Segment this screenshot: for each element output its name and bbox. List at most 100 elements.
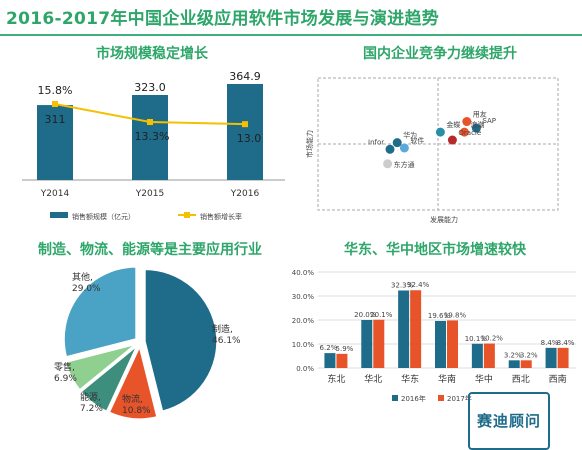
x-tick-label: Y2015	[135, 189, 164, 199]
pie-slice	[63, 266, 137, 358]
pie-slice	[80, 345, 138, 413]
slice-label: 零售, 6.9%	[54, 361, 77, 384]
legend-swatch	[392, 395, 398, 401]
y-axis-label: 市场能力	[305, 130, 314, 158]
watermark-logo: 赛迪顾问	[468, 392, 550, 450]
competitor-point	[471, 123, 481, 133]
bar	[508, 360, 520, 368]
x-tick-label: 华北	[364, 373, 382, 385]
bar	[520, 360, 532, 368]
competitor-point	[447, 135, 457, 145]
line-point	[242, 121, 248, 128]
competitor-label: Oracle	[458, 129, 481, 137]
legend-label: 2017年	[447, 394, 472, 403]
bar-value-label: 3.2%	[504, 351, 522, 359]
bar-value-label: 20.1%	[370, 311, 393, 319]
x-tick-label: Y2014	[40, 189, 70, 199]
bar	[373, 319, 385, 368]
bar	[336, 353, 348, 368]
bar-value-label: 6.2%	[320, 344, 338, 352]
competitor-label: 华为	[403, 131, 417, 140]
bar-value-label: 32.4%	[407, 281, 430, 289]
x-tick-label: 华南	[438, 373, 456, 385]
competitor-point	[459, 127, 469, 137]
bar-value-label: 19.6%	[428, 312, 451, 320]
chart-title: 市场规模稳定增长	[96, 45, 209, 62]
legend-label-line: 销售额增长率	[200, 212, 242, 221]
competitor-point	[383, 159, 393, 169]
y-tick-label: 0.0%	[296, 365, 314, 373]
bar	[398, 290, 410, 368]
bar-value-label: 10.1%	[465, 335, 488, 343]
y-tick-label: 30.0%	[292, 293, 315, 301]
bar-value-label: 364.9	[229, 70, 261, 83]
legend-label: 2016年	[401, 394, 426, 403]
bar	[37, 105, 73, 180]
bar	[483, 343, 495, 368]
bar	[435, 320, 446, 368]
page-title: 2016-2017年中国企业级应用软件市场发展与演进趋势	[6, 9, 440, 29]
legend-swatch-bars	[50, 212, 68, 218]
slice-label: 能源, 7.2%	[80, 391, 103, 414]
bar-value-label: 20.0%	[354, 311, 377, 319]
x-tick-label: 东北	[327, 373, 345, 385]
bar-value-label: 32.3%	[391, 281, 414, 289]
legend-label-bars: 销售额规模（亿元）	[72, 212, 135, 221]
line-value-label: 15.8%	[38, 84, 73, 97]
line-value-label: 13.3%	[135, 130, 170, 143]
bar	[471, 343, 483, 368]
x-tick-label: 华东	[401, 373, 419, 385]
line-point	[52, 101, 58, 107]
chart-title: 制造、物流、能源等是主要应用行业	[38, 241, 262, 258]
x-axis-label: 发展能力	[430, 215, 458, 224]
legend-swatch	[438, 395, 444, 401]
slice-label: 其他, 29.0%	[72, 271, 101, 294]
bar-inner-label: 311	[45, 113, 66, 126]
bar-value-label: 3.2%	[520, 351, 538, 359]
chart-title: 国内企业竞争力继续提升	[363, 45, 517, 62]
bar	[557, 347, 569, 368]
bar	[410, 290, 422, 368]
bar-value-label: 323.0	[134, 81, 166, 94]
y-tick-label: 20.0%	[292, 317, 315, 325]
market-size-chart: 市场规模稳定增长 Y2014 311 Y2015 323.0 Y2016 364.9 15.8…	[22, 45, 285, 221]
competitor-point	[399, 143, 409, 153]
competitor-label: 东方通	[394, 160, 415, 169]
legend-marker-line	[184, 212, 190, 218]
competitor-label: 用友	[473, 110, 487, 119]
bar	[447, 320, 458, 368]
competitor-label: 浪潮	[470, 120, 484, 129]
pie-slice	[144, 268, 218, 413]
bar-value-label: 8.4%	[557, 339, 575, 347]
bar	[324, 353, 336, 368]
x-tick-label: Y2016	[230, 189, 260, 199]
y-tick-label: 10.0%	[292, 341, 315, 349]
competitor-point	[392, 138, 402, 148]
regional-growth-chart: 华东、华中地区市场增速较快 0.0% 10.0% 20.0% 30.0% 40.0% 6.2…	[292, 241, 576, 403]
title-underline	[0, 34, 582, 36]
watermark-text: 赛迪顾问	[476, 412, 541, 430]
competitor-point	[462, 117, 472, 127]
x-tick-label: 西北	[512, 374, 530, 385]
bar-value-label: 8.4%	[541, 339, 559, 347]
bar-value-label: 19.8%	[444, 311, 467, 319]
bar	[361, 320, 373, 368]
line-inner-label: 13.0	[237, 132, 262, 145]
chart-title: 华东、华中地区市场增速较快	[344, 241, 527, 258]
pie-slice	[64, 343, 137, 391]
x-tick-label: 西南	[549, 373, 567, 385]
slice-label: 制造, 46.1%	[212, 323, 241, 346]
competitor-label: 软件	[410, 136, 424, 145]
y-tick-label: 40.0%	[292, 269, 315, 277]
x-tick-label: 华中	[475, 373, 493, 385]
competitor-label: SAP	[482, 117, 496, 125]
line-point	[147, 119, 153, 125]
bar	[545, 347, 557, 368]
bar	[227, 83, 263, 180]
competitor-label: 金蝶	[446, 120, 460, 129]
bar-value-label: 10.2%	[481, 335, 504, 343]
pie-slice	[108, 344, 158, 420]
bar-value-label: 5.9%	[336, 345, 354, 353]
